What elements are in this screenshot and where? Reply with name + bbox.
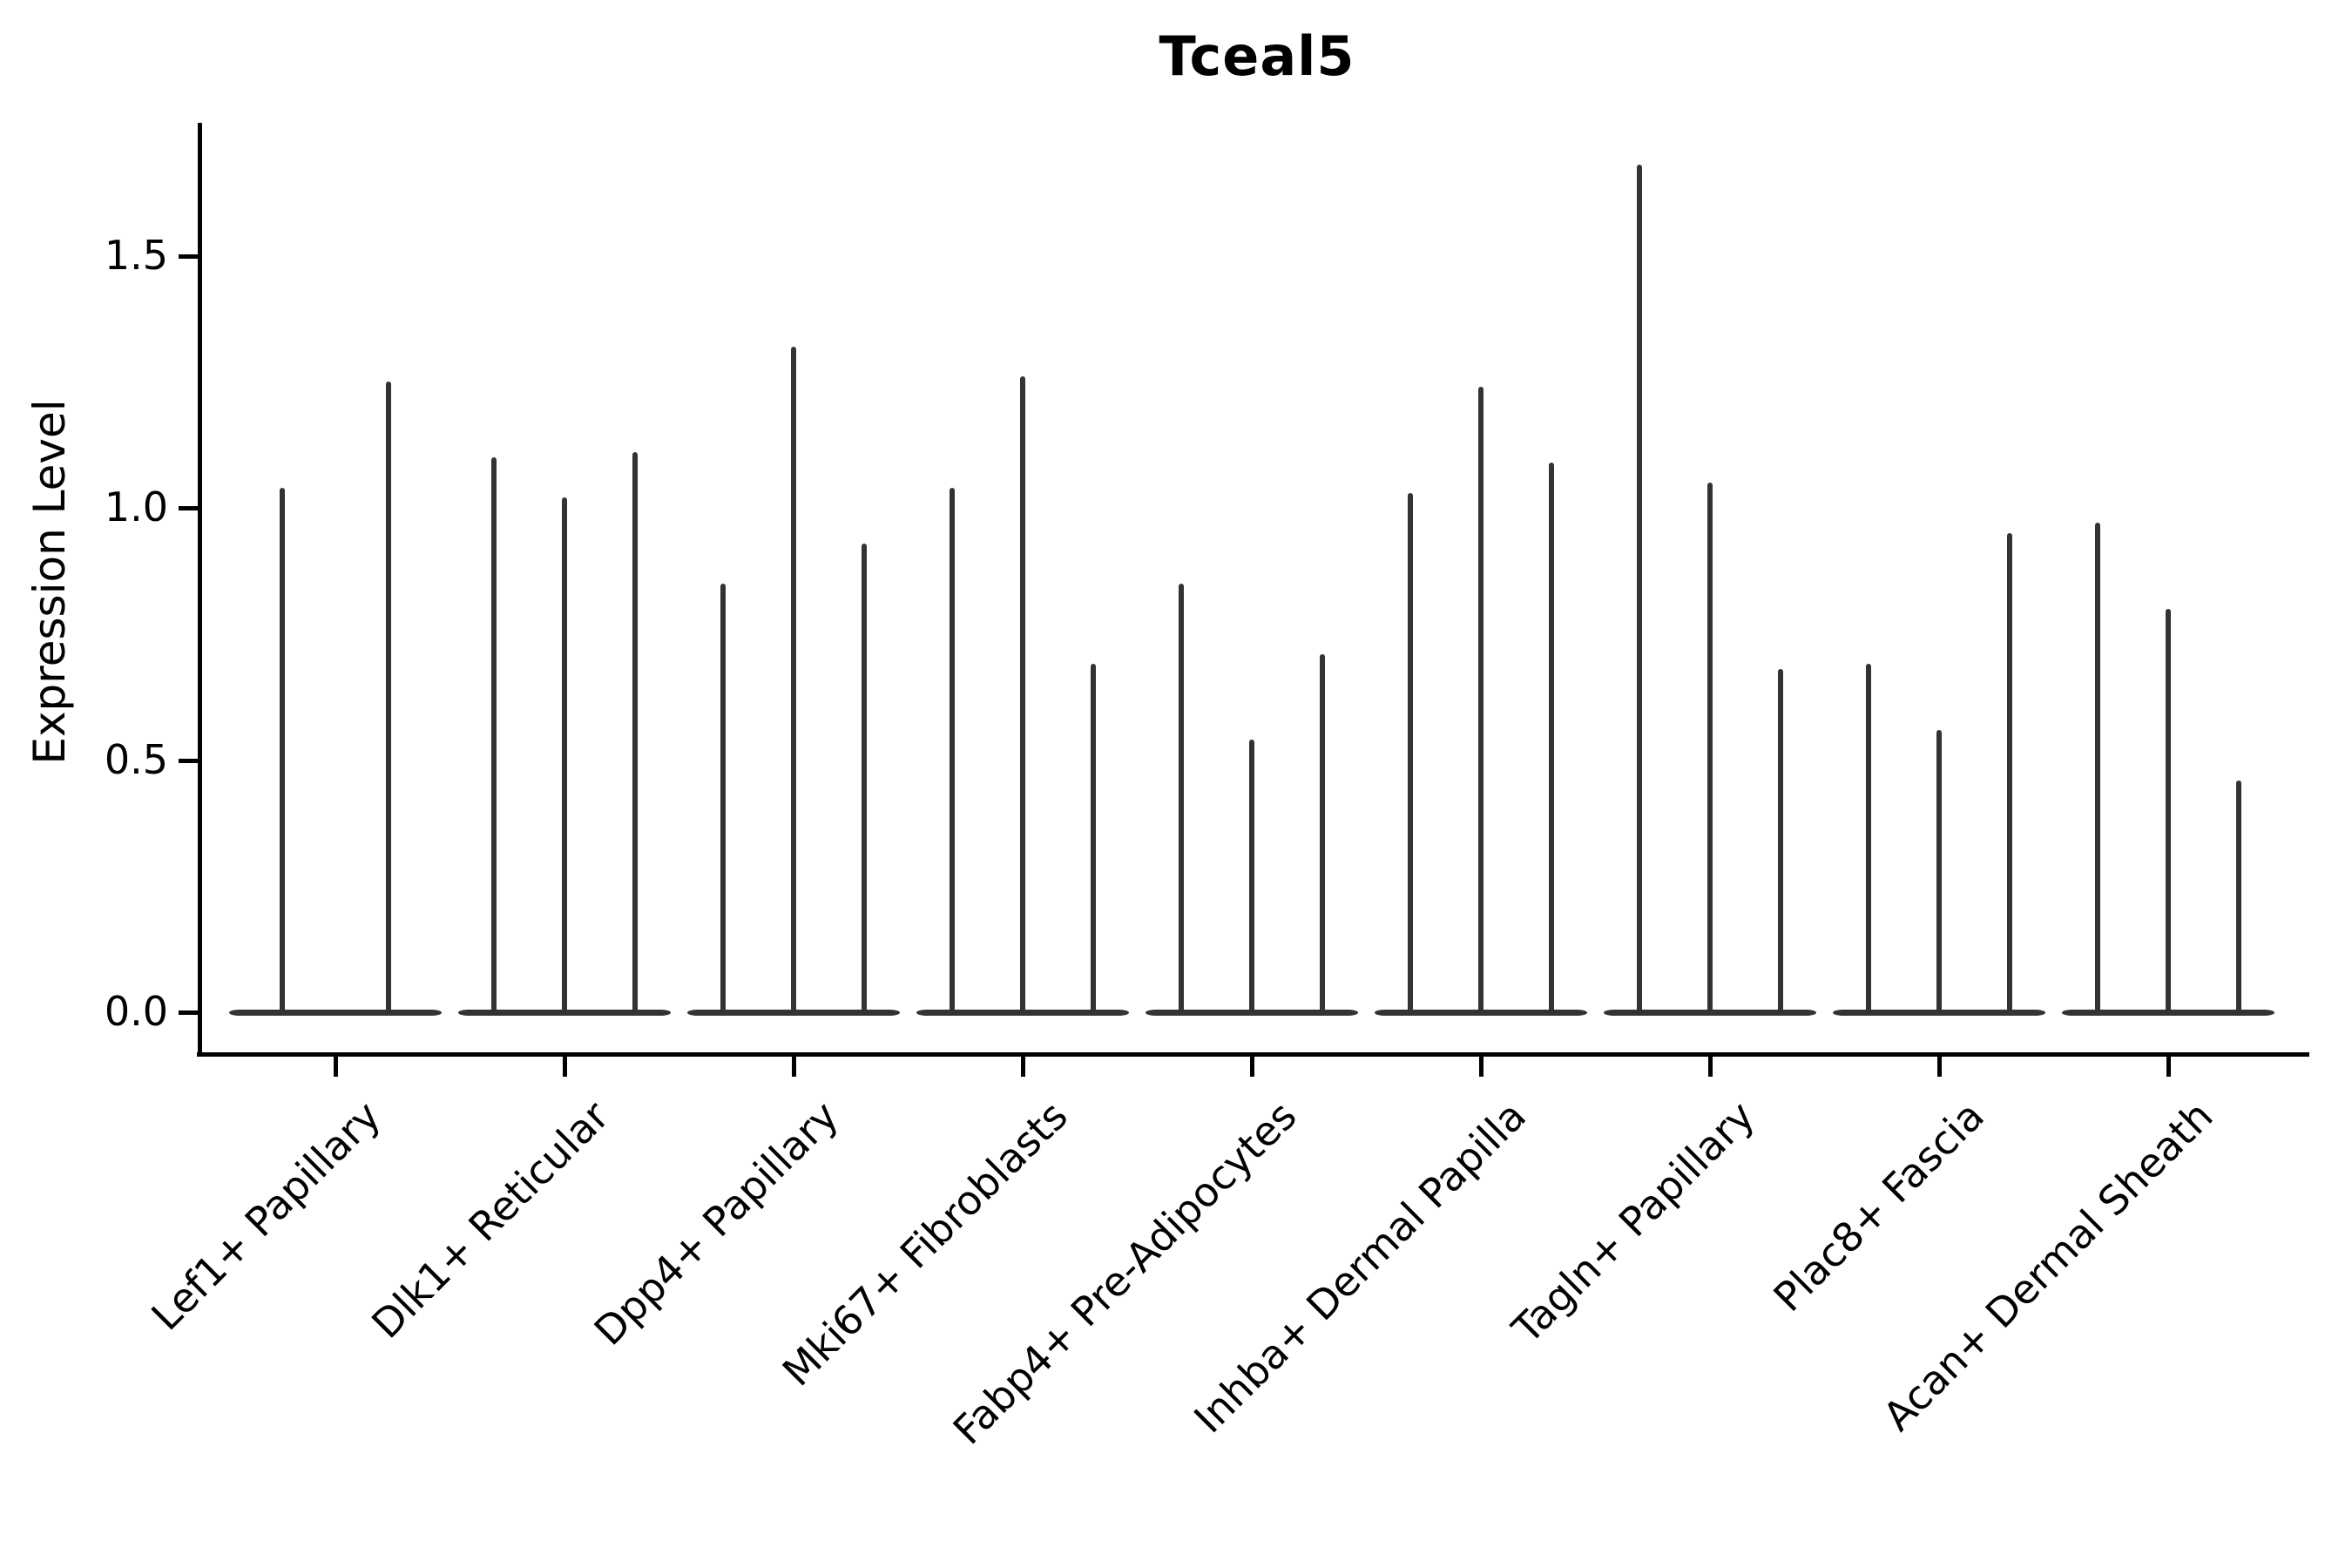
x-tick-mark — [792, 1057, 796, 1077]
violin-spike — [2166, 609, 2171, 1012]
violin-body — [1833, 1009, 2045, 1016]
x-axis-spine — [197, 1052, 2309, 1057]
violin-spike — [2094, 523, 2100, 1012]
violin-body — [458, 1009, 671, 1016]
violin-spike — [720, 584, 726, 1012]
x-tick-mark — [563, 1057, 567, 1077]
violin-body — [1146, 1009, 1358, 1016]
y-tick-label: 0.5 — [104, 736, 168, 783]
violin-spike — [1778, 669, 1784, 1012]
x-tick-label: Dlk1+ Reticular — [362, 1092, 618, 1348]
violin-spike — [562, 497, 567, 1012]
y-tick-label: 1.0 — [104, 483, 168, 531]
y-tick-mark — [179, 254, 198, 259]
x-tick-label: Plac8+ Fascia — [1764, 1092, 1993, 1321]
violin-spike — [1478, 387, 1484, 1012]
y-tick-mark — [179, 759, 198, 763]
violin-spike — [280, 488, 285, 1012]
violin-body — [229, 1009, 442, 1016]
x-tick-mark — [1250, 1057, 1254, 1077]
x-tick-mark — [1479, 1057, 1484, 1077]
x-tick-mark — [1021, 1057, 1025, 1077]
y-axis-spine — [198, 123, 202, 1057]
violin-spike — [1249, 740, 1254, 1012]
y-tick-label: 0.0 — [104, 988, 168, 1035]
violin-spike — [1320, 654, 1326, 1012]
violin-spike — [1707, 483, 1713, 1012]
violin-spike — [386, 382, 391, 1012]
violin-body — [2062, 1009, 2274, 1016]
violin-spike — [2236, 781, 2242, 1012]
violin-spike — [1020, 376, 1025, 1012]
violin-spike — [1549, 463, 1555, 1012]
chart-title: Tceal5 — [1159, 24, 1355, 88]
y-tick-mark — [179, 1010, 198, 1015]
violin-body — [1604, 1009, 1816, 1016]
x-tick-label: Tagln+ Papillary — [1503, 1092, 1764, 1353]
violin-spike — [1407, 493, 1413, 1012]
violin-spike — [1865, 664, 1871, 1012]
violin-body — [1375, 1009, 1587, 1016]
y-axis-label: Expression Level — [24, 399, 75, 765]
violin-spike — [632, 452, 639, 1012]
violin-body — [687, 1009, 900, 1016]
y-tick-label: 1.5 — [104, 232, 168, 279]
x-tick-label: Dpp4+ Papillary — [585, 1092, 848, 1355]
x-tick-mark — [334, 1057, 338, 1077]
violin-spike — [1091, 664, 1097, 1012]
y-tick-mark — [179, 506, 198, 510]
x-tick-mark — [2166, 1057, 2171, 1077]
violin-spike — [791, 347, 796, 1012]
x-tick-mark — [1937, 1057, 1942, 1077]
violin-spike — [1936, 730, 1942, 1012]
x-tick-label: Lef1+ Papillary — [141, 1092, 389, 1340]
violin-spike — [1636, 165, 1642, 1012]
x-tick-mark — [1708, 1057, 1713, 1077]
violin-spike — [490, 457, 497, 1012]
violin-body — [916, 1009, 1129, 1016]
violin-spike — [2007, 533, 2013, 1012]
violin-spike — [862, 544, 868, 1012]
violin-spike — [1178, 584, 1184, 1012]
violin-spike — [949, 488, 955, 1012]
